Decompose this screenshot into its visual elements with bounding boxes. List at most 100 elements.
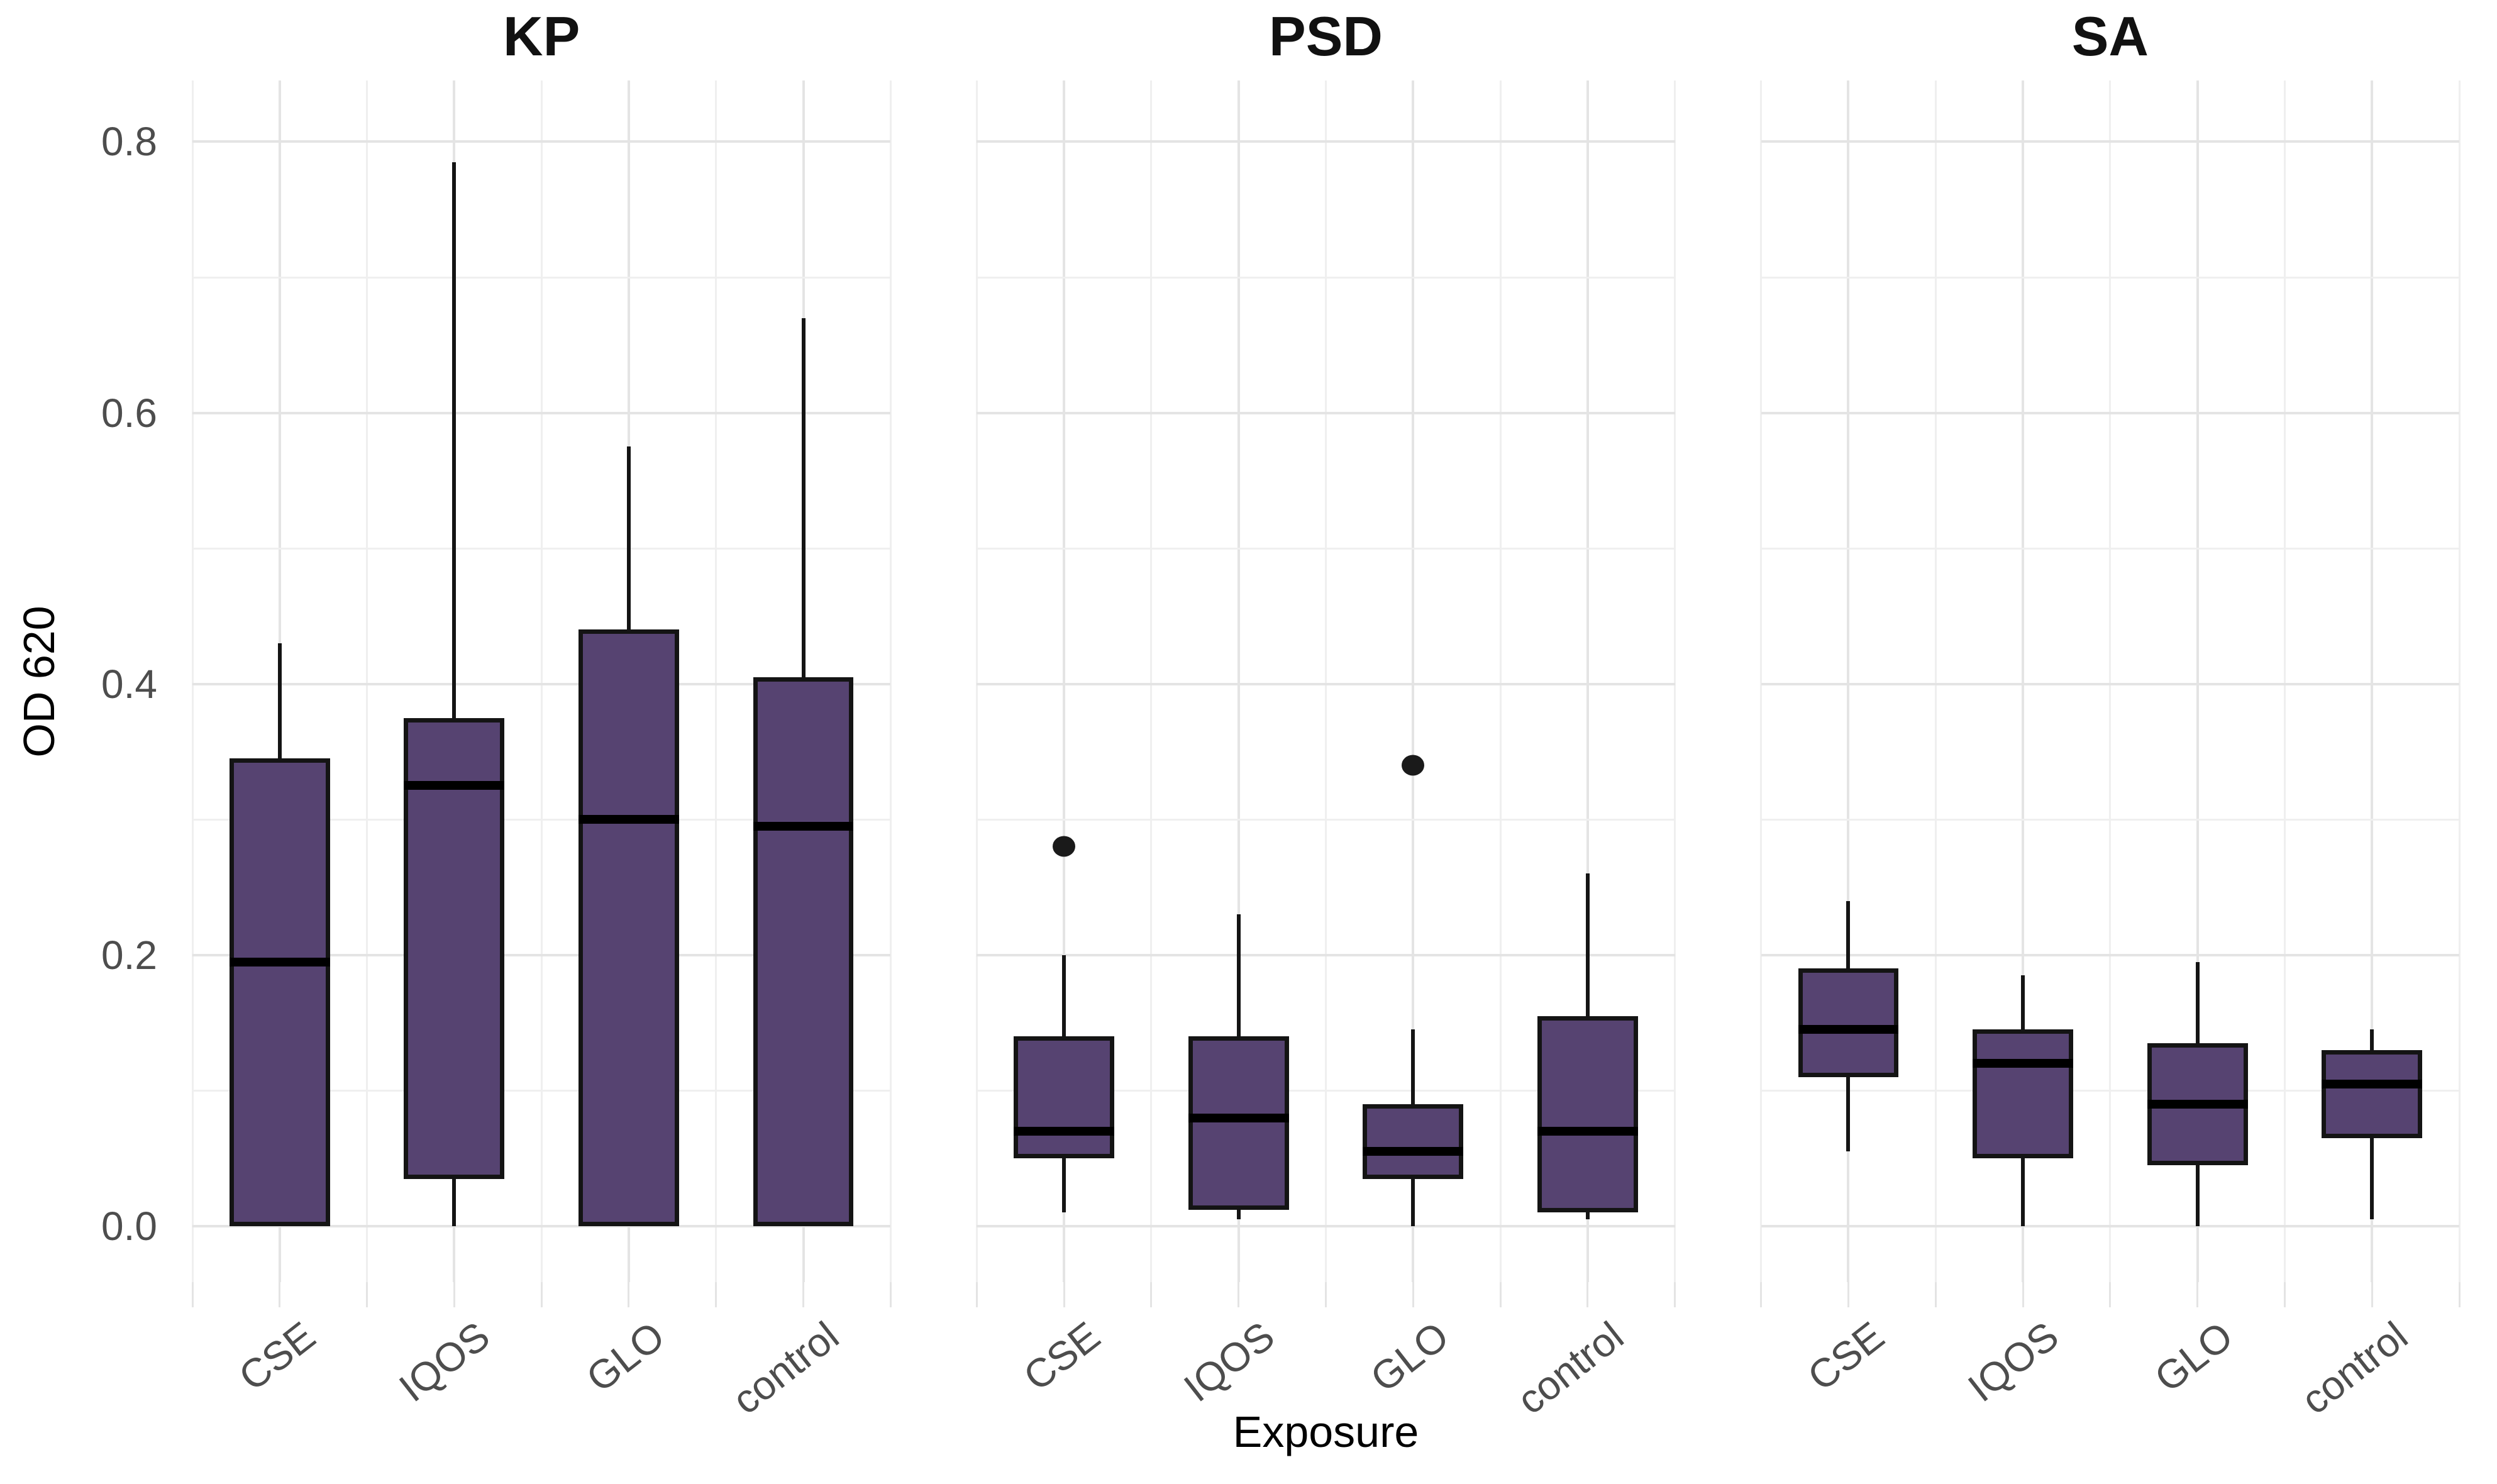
- boxplot-box: [1537, 1016, 1638, 1213]
- grid-major-v: [1237, 80, 1240, 1282]
- facet-title: SA: [2071, 5, 2149, 67]
- median-line: [1014, 1127, 1115, 1136]
- whisker-lower: [1411, 1178, 1415, 1226]
- grid-minor-h: [192, 818, 891, 821]
- median-line: [1798, 1025, 1899, 1034]
- boxplot-box: [1363, 1104, 1464, 1179]
- x-tick-label: IQOS: [390, 1312, 499, 1411]
- grid-major-v: [1063, 80, 1066, 1282]
- axis-tick-stub: [628, 1282, 630, 1307]
- x-tick-label: CSE: [230, 1312, 324, 1400]
- whisker-lower: [2370, 1138, 2374, 1220]
- whisker-upper: [1411, 1029, 1415, 1104]
- axis-tick-stub: [2283, 1282, 2286, 1307]
- whisker-upper: [1585, 873, 1590, 1016]
- grid-major-v: [1847, 80, 1850, 1282]
- grid-minor-h: [1761, 1089, 2459, 1092]
- axis-tick-stub: [1063, 1282, 1065, 1307]
- boxplot-box: [1014, 1036, 1115, 1159]
- y-tick-label: 0.6: [101, 390, 157, 436]
- grid-minor-v: [1499, 80, 1502, 1282]
- x-tick-label: GLO: [2146, 1312, 2242, 1401]
- grid-minor-v: [1325, 80, 1327, 1282]
- boxplot-box: [229, 758, 330, 1226]
- axis-tick-stub: [2371, 1282, 2373, 1307]
- grid-minor-h: [192, 547, 891, 550]
- whisker-upper: [2021, 975, 2025, 1030]
- grid-minor-h: [1761, 276, 2459, 279]
- axis-tick-stub: [2196, 1282, 2199, 1307]
- grid-minor-v: [1760, 80, 1763, 1282]
- boxplot-box: [579, 629, 679, 1226]
- grid-major-h: [1761, 953, 2459, 956]
- whisker-upper: [452, 162, 457, 718]
- whisker-lower: [1846, 1077, 1851, 1152]
- axis-tick-stub: [802, 1282, 805, 1307]
- x-tick-label: IQOS: [1175, 1312, 1283, 1411]
- whisker-upper: [277, 643, 282, 759]
- whisker-lower: [1585, 1212, 1590, 1220]
- whisker-lower: [1236, 1210, 1241, 1220]
- axis-tick-stub: [2022, 1282, 2024, 1307]
- axis-tick-stub: [191, 1282, 194, 1307]
- median-line: [1188, 1113, 1289, 1122]
- median-line: [404, 781, 505, 790]
- y-tick-label: 0.4: [101, 661, 157, 707]
- axis-tick-stub: [1412, 1282, 1414, 1307]
- grid-minor-v: [191, 80, 194, 1282]
- grid-minor-v: [1934, 80, 1937, 1282]
- grid-minor-h: [977, 547, 1675, 550]
- y-tick-label: 0.2: [101, 932, 157, 978]
- whisker-upper: [1846, 900, 1851, 969]
- grid-minor-h: [192, 1089, 891, 1092]
- axis-tick-stub: [1150, 1282, 1153, 1307]
- axis-tick-stub: [540, 1282, 543, 1307]
- whisker-upper: [1236, 914, 1241, 1037]
- grid-major-h: [1761, 411, 2459, 414]
- grid-minor-v: [2283, 80, 2286, 1282]
- whisker-upper: [626, 446, 631, 630]
- grid-major-h: [977, 1224, 1675, 1227]
- grid-minor-v: [975, 80, 978, 1282]
- axis-tick-stub: [889, 1282, 892, 1307]
- median-line: [753, 822, 854, 831]
- median-line: [1973, 1059, 2073, 1068]
- grid-minor-h: [1761, 818, 2459, 821]
- x-tick-label: GLO: [578, 1312, 673, 1401]
- grid-major-h: [1761, 1224, 2459, 1227]
- outlier-dot: [1402, 755, 1425, 776]
- grid-major-h: [977, 953, 1675, 956]
- grid-major-v: [1412, 80, 1415, 1282]
- grid-minor-v: [540, 80, 543, 1282]
- axis-tick-stub: [2109, 1282, 2112, 1307]
- axis-tick-stub: [1586, 1282, 1589, 1307]
- x-tick-label: CSE: [1014, 1312, 1108, 1400]
- grid-major-h: [977, 682, 1675, 685]
- boxplot-box: [2322, 1049, 2423, 1138]
- whisker-lower: [1062, 1158, 1066, 1213]
- grid-major-h: [192, 140, 891, 143]
- whisker-upper: [801, 318, 806, 677]
- whisker-lower: [2021, 1158, 2025, 1226]
- y-tick-label: 0.0: [101, 1203, 157, 1249]
- axis-tick-stub: [279, 1282, 281, 1307]
- facet-title: PSD: [1269, 5, 1383, 67]
- whisker-upper: [2370, 1029, 2374, 1050]
- x-tick-label: control: [1509, 1312, 1632, 1423]
- grid-major-h: [977, 411, 1675, 414]
- grid-major-v: [2196, 80, 2199, 1282]
- grid-minor-v: [366, 80, 368, 1282]
- grid-minor-v: [1150, 80, 1153, 1282]
- axis-tick-stub: [1760, 1282, 1763, 1307]
- grid-major-h: [192, 411, 891, 414]
- median-line: [2322, 1079, 2423, 1088]
- grid-minor-v: [1674, 80, 1676, 1282]
- grid-minor-h: [977, 1089, 1675, 1092]
- axis-tick-stub: [366, 1282, 368, 1307]
- boxplot-box: [1973, 1029, 2073, 1159]
- grid-major-v: [2022, 80, 2025, 1282]
- median-line: [2147, 1099, 2248, 1109]
- axis-tick-stub: [1934, 1282, 1937, 1307]
- grid-major-h: [192, 1224, 891, 1227]
